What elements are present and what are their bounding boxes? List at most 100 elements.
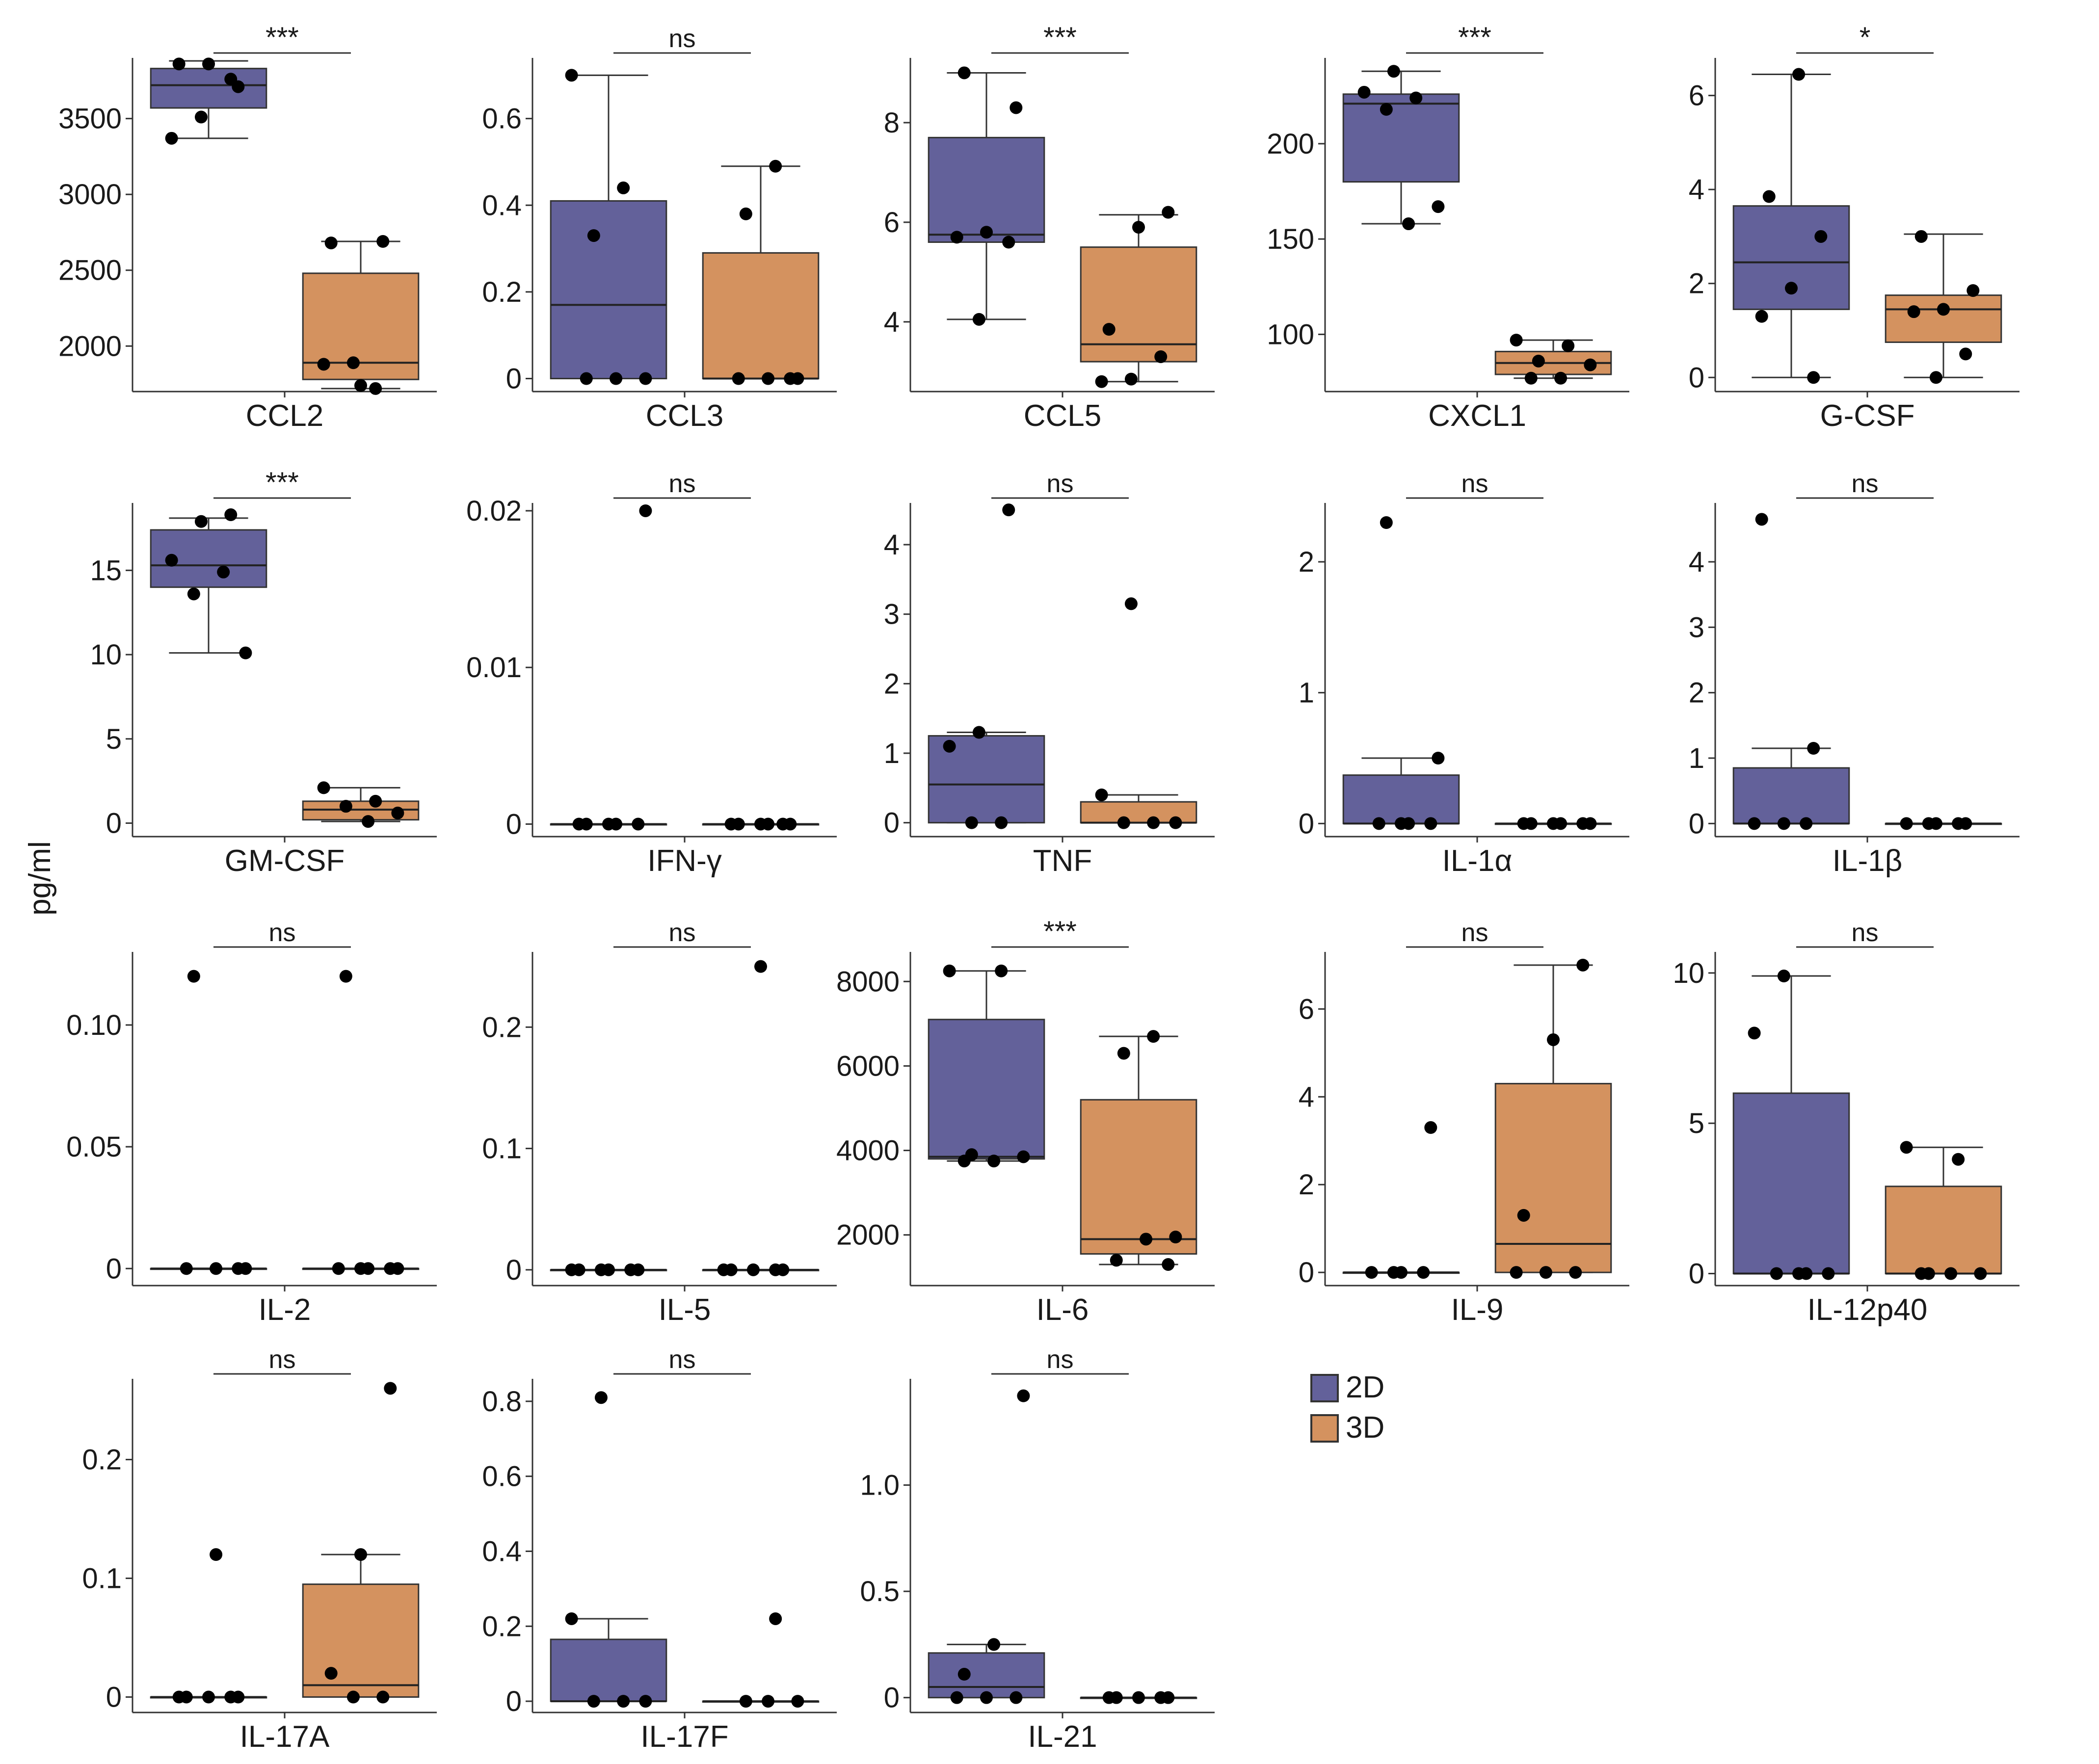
data-point: [1409, 91, 1423, 105]
significance-label: ns: [669, 25, 696, 53]
panel-title: TNF: [1033, 844, 1092, 878]
data-point: [180, 1690, 193, 1704]
series-3d: [1885, 817, 2002, 830]
y-tick-label: 0.4: [482, 1535, 522, 1567]
data-point: [1010, 101, 1023, 114]
panels: 2000250030003500***CCL200.20.40.6nsCCL34…: [58, 22, 2019, 1754]
y-tick-label: 0.4: [482, 189, 522, 221]
data-point: [1517, 1209, 1530, 1222]
data-point: [762, 372, 775, 385]
data-point: [1748, 1027, 1761, 1040]
data-point: [1944, 1267, 1958, 1280]
data-point: [1095, 789, 1108, 801]
series-3d: [302, 235, 420, 395]
y-tick-label: 4: [884, 306, 900, 338]
y-tick-label: 8000: [836, 966, 900, 998]
y-tick-label: 0.2: [482, 276, 522, 308]
y-tick-label: 1: [1299, 677, 1314, 709]
significance-label: ns: [1852, 919, 1879, 947]
panel-ccl2: 2000 2500 3000 3500 *** CCL2: [58, 22, 437, 433]
significance-label: ***: [1458, 22, 1491, 53]
data-point: [995, 816, 1008, 829]
series-3d: [1080, 1691, 1197, 1704]
significance-label: ns: [269, 1345, 296, 1374]
box-iqr: [1732, 1092, 1850, 1274]
box-iqr: [702, 252, 820, 380]
data-point: [1777, 970, 1790, 983]
series-3d: [1885, 1141, 2002, 1280]
y-tick-label: 0: [106, 1253, 122, 1285]
y-tick-label: 4: [884, 529, 900, 561]
y-tick-label: 3000: [58, 179, 122, 211]
y-tick-label: 2: [1299, 546, 1314, 578]
significance-label: ns: [669, 470, 696, 498]
box-iqr: [1342, 93, 1460, 183]
data-point: [369, 382, 382, 395]
data-point: [1162, 206, 1175, 219]
box-iqr: [1885, 294, 2002, 343]
series-2d: [928, 66, 1045, 326]
data-point: [1539, 1266, 1552, 1279]
significance-label: ***: [266, 467, 299, 499]
series-2d: [1342, 1121, 1460, 1279]
panel-title: IL-6: [1036, 1293, 1089, 1327]
y-tick-label: 100: [1267, 318, 1314, 350]
y-tick-label: 2: [1299, 1169, 1314, 1201]
data-point: [565, 69, 578, 82]
data-point: [950, 231, 963, 244]
data-point: [739, 207, 752, 220]
significance-label: ***: [1043, 916, 1077, 948]
data-point: [1417, 1266, 1430, 1279]
series-3d: [302, 1382, 420, 1704]
data-point: [580, 372, 593, 385]
data-point: [639, 1695, 652, 1708]
panel-title: GM-CSF: [225, 844, 345, 878]
y-tick-label: 2: [1689, 268, 1704, 300]
data-point: [1117, 816, 1130, 829]
data-point: [632, 817, 645, 831]
data-point: [165, 132, 178, 145]
data-point: [639, 372, 652, 385]
data-point: [339, 800, 352, 813]
series-2d: [550, 504, 667, 831]
data-point: [1162, 1691, 1175, 1704]
data-point: [950, 1691, 963, 1704]
y-tick-label: 0.6: [482, 1461, 522, 1493]
data-point: [232, 80, 245, 93]
y-tick-label: 6: [1689, 80, 1704, 112]
data-point: [172, 57, 186, 71]
data-point: [1532, 354, 1545, 368]
data-point: [1554, 371, 1568, 385]
panel-title: IL-1β: [1833, 844, 1903, 878]
panel-il-17f: 0 0.2 0.4 0.6 0.8 ns IL-17F: [482, 1345, 837, 1754]
data-point: [1959, 817, 1972, 830]
y-tick-label: 2: [884, 668, 900, 700]
y-tick-label: 0: [506, 808, 522, 840]
panel-title: IL-12p40: [1807, 1293, 1928, 1327]
data-point: [187, 587, 200, 601]
y-tick-label: 0.5: [860, 1576, 900, 1607]
series-3d: [702, 817, 820, 831]
data-point: [1547, 1033, 1560, 1046]
data-point: [1814, 230, 1828, 243]
data-point: [972, 313, 985, 326]
box-iqr: [550, 1638, 667, 1702]
data-point: [1777, 817, 1790, 830]
panel-cxcl1: 100 150 200 *** CXCL1: [1267, 22, 1629, 433]
data-point: [362, 1262, 375, 1275]
box-iqr: [928, 136, 1045, 243]
series-3d: [702, 1612, 820, 1708]
panel-il-6: 2000 4000 6000 8000 *** IL-6: [836, 916, 1215, 1327]
data-point: [980, 1691, 993, 1704]
data-point: [762, 817, 775, 831]
y-tick-label: 10: [90, 639, 122, 671]
data-point: [987, 1155, 1001, 1168]
panel-title: IL-1α: [1442, 844, 1513, 878]
data-point: [995, 964, 1008, 977]
data-point: [1800, 1267, 1813, 1280]
data-point: [202, 1690, 215, 1704]
data-point: [1402, 817, 1415, 830]
data-point: [610, 817, 623, 831]
series-2d: [1342, 516, 1460, 830]
